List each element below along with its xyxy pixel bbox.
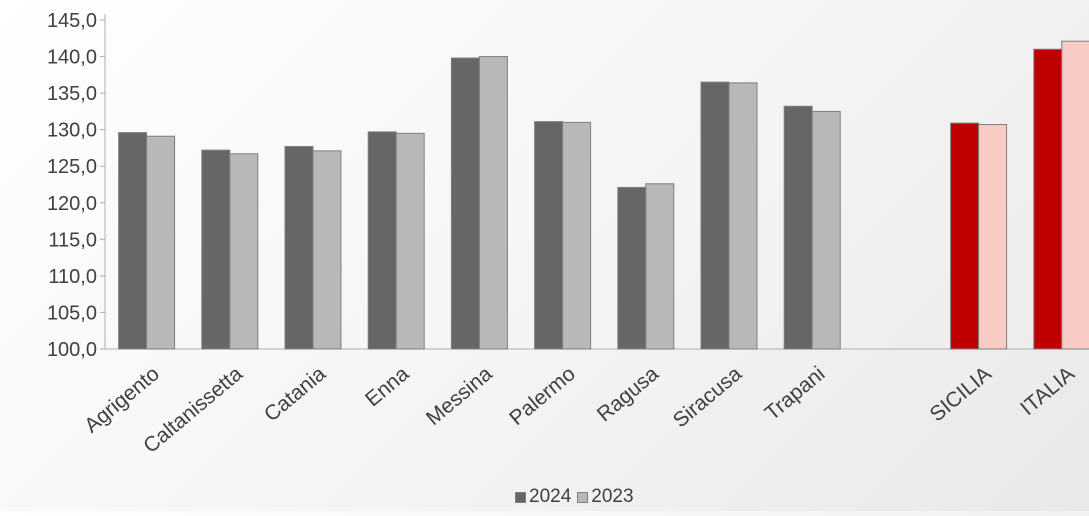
y-tick-label: 125,0 xyxy=(47,156,97,178)
bar-2023-siracusa xyxy=(728,82,758,350)
legend-item-2024: 2024 xyxy=(515,486,571,508)
bar-2024-siracusa xyxy=(700,81,730,350)
y-tick-label: 115,0 xyxy=(48,229,97,251)
bar-2024-trapani xyxy=(783,105,813,350)
y-tick-label: 105,0 xyxy=(47,302,97,324)
bar-2024-caltanissetta xyxy=(201,149,231,350)
y-tick-label: 135,0 xyxy=(47,83,97,105)
bar-2023-agrigento xyxy=(146,135,176,350)
bar-2023-italia xyxy=(1061,40,1089,350)
bar-2023-sicilia xyxy=(978,124,1008,350)
legend-label-2024: 2024 xyxy=(529,486,572,507)
bar-2024-enna xyxy=(367,131,397,350)
x-tick-label: Enna xyxy=(361,362,414,411)
bar-2024-agrigento xyxy=(118,132,148,350)
y-tick-label: 110,0 xyxy=(48,266,97,288)
x-tick-label: Agrigento xyxy=(80,362,164,437)
x-tick-label: Palermo xyxy=(505,362,580,430)
y-tick-label: 140,0 xyxy=(47,47,97,69)
bar-2024-palermo xyxy=(534,121,564,350)
x-tick-label: Catania xyxy=(260,362,330,426)
legend-item-2023: 2023 xyxy=(577,486,634,508)
y-tick-label: 120,0 xyxy=(47,193,97,215)
bar-2024-catania xyxy=(284,145,314,350)
legend-label-2023: 2023 xyxy=(591,486,634,507)
bar-2023-ragusa xyxy=(645,183,675,350)
bar-2023-trapani xyxy=(811,110,841,350)
y-tick-label: 130,0 xyxy=(47,120,97,142)
legend: 2024 2023 xyxy=(515,486,634,508)
bar-2023-catania xyxy=(312,150,342,350)
bar-2024-italia xyxy=(1033,48,1063,350)
bar-2023-messina xyxy=(478,56,508,350)
bar-2023-enna xyxy=(395,132,425,350)
x-tick-label: Messina xyxy=(422,362,497,430)
bar-2023-palermo xyxy=(562,121,592,350)
x-tick-label: SICILIA xyxy=(926,362,996,426)
bar-2024-sicilia xyxy=(950,122,980,350)
y-tick-label: 145,0 xyxy=(47,10,97,32)
x-tick-label: Siracusa xyxy=(669,362,747,432)
bar-2023-caltanissetta xyxy=(229,153,259,350)
bar-2024-ragusa xyxy=(617,186,647,350)
x-tick-label: Trapani xyxy=(761,362,830,425)
legend-swatch-2023 xyxy=(577,491,589,503)
x-tick-label: Ragusa xyxy=(593,362,663,426)
y-tick-label: 100,0 xyxy=(47,339,97,361)
x-tick-label: ITALIA xyxy=(1016,362,1079,420)
bar-2024-messina xyxy=(450,57,480,350)
legend-swatch-2024 xyxy=(515,491,526,503)
